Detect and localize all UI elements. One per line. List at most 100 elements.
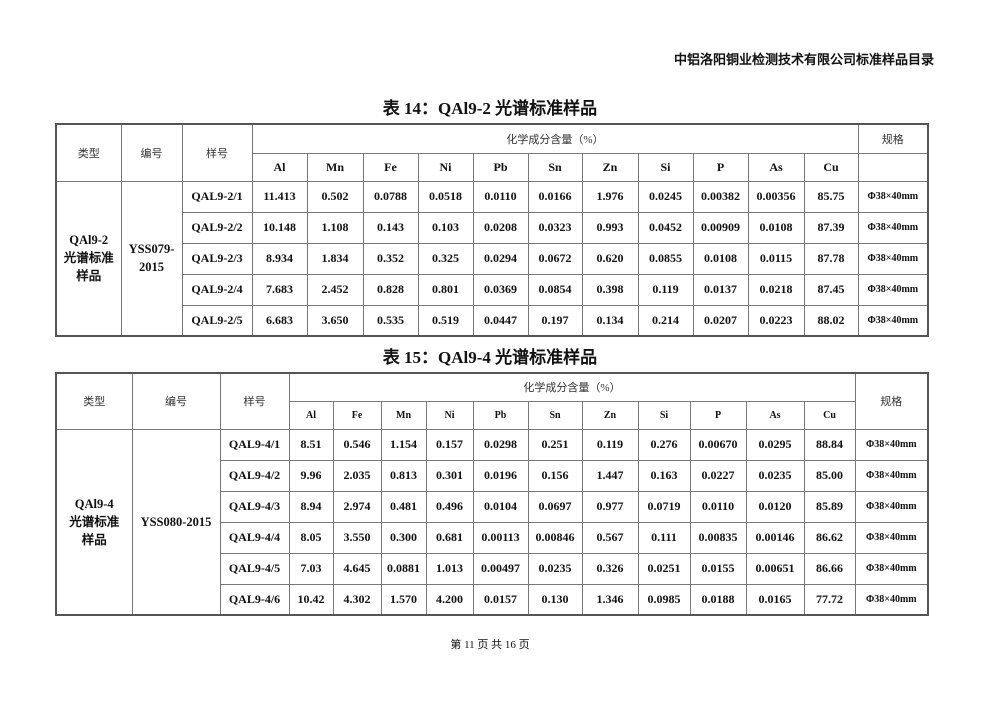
value-cell: 0.0295 <box>745 428 805 461</box>
element-header: Sn <box>527 152 583 182</box>
element-header: Mn <box>380 400 427 430</box>
value-cell: 1.013 <box>425 552 474 585</box>
sample-cell: QAL9-4/6 <box>219 583 290 616</box>
element-header: Si <box>637 400 691 430</box>
table-row: QAl9-4 光谱标准 样品 YSS080-2015 QAL9-4/1 8.51 0.546… <box>55 428 929 616</box>
header-row: 类型 编号 样号 化学成分含量（%） 规格 <box>55 123 929 182</box>
running-head: 中铝洛阳铜业检测技术有限公司标准样品目录 <box>673 52 934 67</box>
value-cell: 0.119 <box>581 428 639 461</box>
value-cell: 0.134 <box>581 304 639 337</box>
value-cell: 0.977 <box>581 490 639 523</box>
value-cell: 7.683 <box>251 273 308 306</box>
composition-header: 化学成分含量（%） <box>251 123 859 154</box>
element-header: Si <box>637 152 694 182</box>
value-cell: 0.502 <box>306 180 364 213</box>
value-cell: 0.103 <box>417 211 474 244</box>
value-cell: 0.00835 <box>689 521 747 554</box>
code-line: YSS080-2015 <box>140 514 212 529</box>
element-header: Ni <box>417 152 474 182</box>
value-cell: 0.0369 <box>472 273 529 306</box>
element-header: Cu <box>803 152 859 182</box>
element-header: Cu <box>803 400 856 430</box>
value-cell: 4.302 <box>332 583 382 616</box>
value-cell: 0.0110 <box>689 490 747 523</box>
value-cell: 0.0447 <box>472 304 529 337</box>
value-cell: 0.519 <box>417 304 474 337</box>
value-cell: 0.0165 <box>745 583 805 616</box>
spec-cell: Φ38×40mm <box>854 490 929 523</box>
value-cell: 0.813 <box>380 459 427 492</box>
element-header: Al <box>251 152 308 182</box>
table-row: QAL9-4/5 7.03 4.645 0.0881 1.013 0.00497 0.023… <box>56 552 929 585</box>
value-cell: 0.0719 <box>637 490 691 523</box>
table-15: 类型 编号 样号 化学成分含量（%） 规格 Al Fe Mn Ni Pb Sn Zn Si P As Cu QA… <box>55 372 930 616</box>
code-line: 2015 <box>139 260 164 275</box>
value-cell: 0.0104 <box>472 490 529 523</box>
table-15-title: 表 15：QAl9-4 光谱标准样品 <box>382 348 598 367</box>
value-cell: 0.0157 <box>472 583 529 616</box>
header-row: 类型 编号 样号 化学成分含量（%） 规格 <box>55 372 929 430</box>
value-cell: 0.0235 <box>527 552 583 585</box>
element-header: Pb <box>472 152 529 182</box>
value-cell: 10.148 <box>251 211 308 244</box>
value-cell: 0.300 <box>380 521 427 554</box>
type-cell: QAl9-2 光谱标准 样品 <box>55 180 122 337</box>
element-header: P <box>692 152 749 182</box>
value-cell: 0.0208 <box>472 211 529 244</box>
sample-header: 样号 <box>181 123 253 182</box>
value-cell: 1.834 <box>306 242 364 275</box>
value-cell: 77.72 <box>803 583 856 616</box>
value-cell: 0.00846 <box>527 521 583 554</box>
value-cell: 1.570 <box>380 583 427 616</box>
type-line: QAl9-4 <box>74 496 114 511</box>
value-cell: 0.197 <box>527 304 583 337</box>
value-cell: 0.481 <box>380 490 427 523</box>
spec-cell: Φ38×40mm <box>854 459 929 492</box>
value-cell: 0.157 <box>425 428 474 461</box>
value-cell: 4.200 <box>425 583 474 616</box>
value-cell: 0.00356 <box>747 180 805 213</box>
element-header: As <box>745 400 805 430</box>
value-cell: 0.0298 <box>472 428 529 461</box>
value-cell: 8.94 <box>288 490 334 523</box>
value-cell: 0.0294 <box>472 242 529 275</box>
value-cell: 87.78 <box>803 242 859 275</box>
value-cell: 9.96 <box>288 459 334 492</box>
value-cell: 0.0697 <box>527 490 583 523</box>
sample-cell: QAL9-2/2 <box>181 211 253 244</box>
value-cell: 85.75 <box>803 180 859 213</box>
value-cell: 8.934 <box>251 242 308 275</box>
element-header-row: Al Mn Fe Ni Pb Sn Zn Si P As Cu <box>56 152 929 182</box>
value-cell: 2.035 <box>332 459 382 492</box>
value-cell: 1.346 <box>581 583 639 616</box>
element-header: Ni <box>425 400 474 430</box>
spec-cell: Φ38×40mm <box>857 304 929 337</box>
type-line: 光谱标准 <box>69 514 120 529</box>
type-cell: QAl9-4 光谱标准样品 <box>55 428 133 616</box>
value-cell: 87.39 <box>803 211 859 244</box>
value-cell: 6.683 <box>251 304 308 337</box>
sample-header: 样号 <box>219 372 290 430</box>
table-14: 类型 编号 样号 化学成分含量（%） 规格 Al Mn Fe Ni Pb Sn Zn Si P As Cu QA… <box>55 123 930 337</box>
spec-cell: Φ38×40mm <box>854 583 929 616</box>
value-cell: 0.00909 <box>692 211 749 244</box>
value-cell: 0.163 <box>637 459 691 492</box>
value-cell: 0.0120 <box>745 490 805 523</box>
type-line: 样品 <box>81 532 107 547</box>
value-cell: 0.0672 <box>527 242 583 275</box>
value-cell: 0.0115 <box>747 242 805 275</box>
type-header: 类型 <box>55 372 133 430</box>
value-cell: 0.620 <box>581 242 639 275</box>
element-header: Zn <box>581 152 639 182</box>
value-cell: 3.650 <box>306 304 364 337</box>
value-cell: 0.801 <box>417 273 474 306</box>
value-cell: 0.681 <box>425 521 474 554</box>
composition-header: 化学成分含量（%） <box>288 372 856 402</box>
value-cell: 0.111 <box>637 521 691 554</box>
type-line: 光谱标准 <box>63 251 114 266</box>
value-cell: 0.0227 <box>689 459 747 492</box>
element-header: P <box>689 400 747 430</box>
table-row: QAL9-2/5 6.683 3.650 0.535 0.519 0.0447 0.197 0… <box>56 304 929 337</box>
value-cell: 0.00382 <box>692 180 749 213</box>
value-cell: 0.0188 <box>689 583 747 616</box>
